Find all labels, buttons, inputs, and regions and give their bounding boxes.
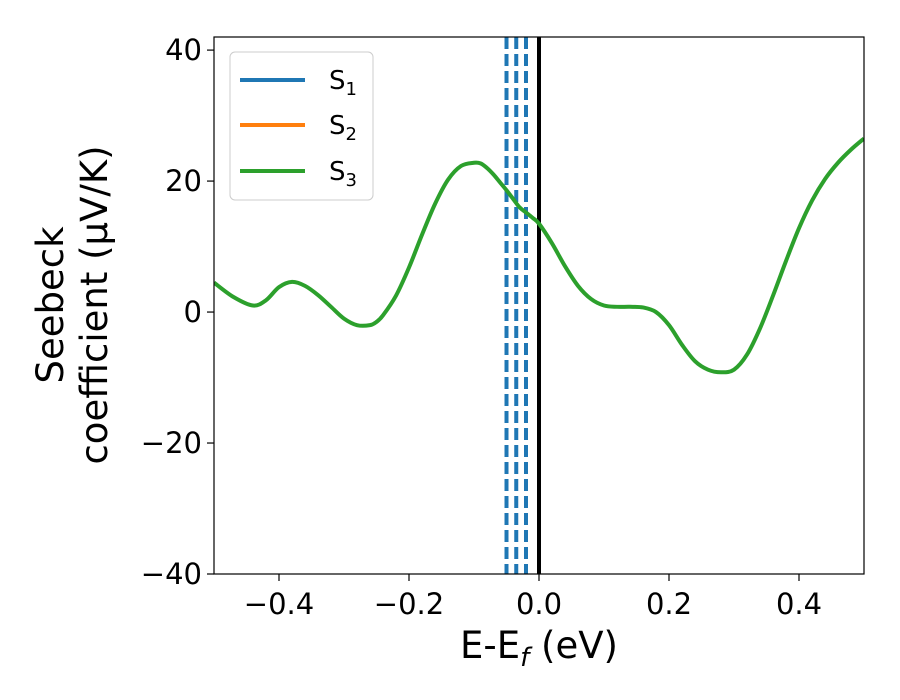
legend: S1 S2 S3 xyxy=(229,51,374,201)
legend-label-s2-name: S xyxy=(329,111,346,141)
y-tick-label: −20 xyxy=(141,426,202,460)
x-tick-label: 0.0 xyxy=(516,587,562,621)
y-axis-title: Seebeck coefficient (μV/K) xyxy=(29,145,116,464)
y-tick-label: 0 xyxy=(184,295,202,329)
legend-label-s3: S3 xyxy=(329,157,357,191)
x-tick-label: −0.2 xyxy=(374,587,444,621)
y-axis-title-line1: Seebeck xyxy=(29,226,72,384)
legend-label-s1-subscript: 1 xyxy=(346,79,357,100)
x-axis: −0.4 −0.2 0.0 0.2 0.4 xyxy=(244,574,822,621)
x-tick-label: 0.4 xyxy=(776,587,822,621)
y-axis: −40 −20 0 20 40 xyxy=(141,33,214,591)
legend-entry-s3: S3 xyxy=(240,157,357,191)
legend-label-s1: S1 xyxy=(329,66,357,100)
legend-label-s3-subscript: 3 xyxy=(346,170,357,191)
y-tick-label: −40 xyxy=(141,557,202,591)
x-tick-label: 0.2 xyxy=(646,587,692,621)
seebeck-curve xyxy=(214,136,864,375)
y-tick-label: 40 xyxy=(165,33,202,67)
legend-entry-s2: S2 xyxy=(240,111,357,145)
legend-entry-s1: S1 xyxy=(240,66,357,100)
x-axis-title-unit: (eV) xyxy=(529,624,618,667)
legend-label-s3-name: S xyxy=(329,157,346,187)
legend-label-s1-name: S xyxy=(329,66,346,96)
y-axis-title-line2: coefficient (μV/K) xyxy=(73,145,116,464)
legend-label-s2-subscript: 2 xyxy=(346,124,357,145)
x-tick-label: −0.4 xyxy=(244,587,314,621)
x-axis-title-main: E-E xyxy=(460,624,520,667)
plot-area xyxy=(214,37,864,574)
y-tick-label: 20 xyxy=(165,164,202,198)
x-axis-title: E-Ef (eV) xyxy=(460,624,618,673)
legend-label-s2: S2 xyxy=(329,111,357,145)
